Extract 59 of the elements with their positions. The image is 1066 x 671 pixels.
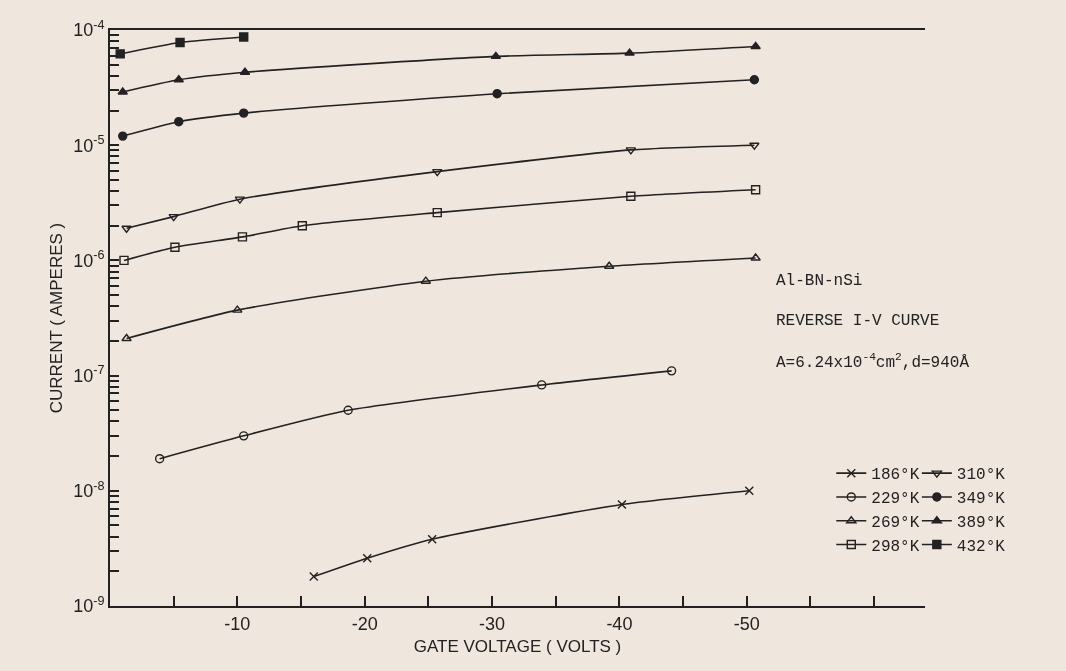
point <box>118 131 128 141</box>
y-tick-label: 10$^{-8}$ <box>73 478 105 502</box>
point <box>749 75 760 85</box>
point <box>232 305 243 313</box>
point <box>174 116 184 127</box>
point <box>750 253 761 261</box>
point <box>121 225 132 233</box>
point <box>626 191 636 202</box>
point <box>362 553 372 563</box>
point <box>297 221 307 231</box>
point <box>427 534 437 544</box>
point <box>121 333 132 342</box>
point <box>432 207 442 218</box>
point <box>744 486 754 496</box>
point <box>237 232 248 242</box>
point <box>749 142 760 150</box>
point <box>750 41 761 50</box>
y-tick-label: 10$^{-7}$ <box>73 363 105 386</box>
point <box>617 499 627 510</box>
x-tick-label: -10 <box>224 613 251 634</box>
legend-label: 298°K <box>871 537 920 556</box>
y-tick-label: 10$^{-6}$ <box>73 248 105 271</box>
point <box>239 431 249 441</box>
y-tick-label: 10$^{-5}$ <box>73 132 105 156</box>
point <box>170 242 180 252</box>
x-tick-label: -40 <box>606 613 633 634</box>
point <box>119 255 129 266</box>
annotation: A=6.24x10$^{-4}$cm$^{2}$,d=940Å <box>776 351 970 372</box>
legend-label: 389°K <box>956 513 1006 532</box>
legend-label: 269°K <box>871 513 920 532</box>
point <box>309 571 319 582</box>
x-tick-label: -30 <box>479 613 506 634</box>
point <box>666 366 677 376</box>
point <box>154 453 165 464</box>
point <box>115 49 125 59</box>
annotation: Al-BN-nSi <box>776 272 863 290</box>
point <box>168 213 179 222</box>
x-tick-label: -20 <box>351 613 378 634</box>
point <box>239 32 249 42</box>
point <box>490 51 502 60</box>
legend-label: 186°K <box>871 466 920 485</box>
x-axis-title: GATE VOLTAGE ( VOLTS ) <box>413 637 622 657</box>
point <box>492 88 502 99</box>
x-tick-label: -50 <box>733 613 760 634</box>
legend-label: 229°K <box>871 490 920 509</box>
y-axis-title: CURRENT ( AMPERES ) <box>47 222 67 414</box>
legend-label: 432°K <box>956 537 1006 556</box>
y-tick-label: 10$^{-9}$ <box>73 593 105 617</box>
point <box>239 108 249 118</box>
point <box>431 168 443 177</box>
legend-label: 310°K <box>956 466 1006 485</box>
point <box>624 48 635 56</box>
point <box>343 405 353 415</box>
legend-label: 349°K <box>956 490 1006 509</box>
y-tick-label: 10$^{-4}$ <box>73 17 105 41</box>
point <box>175 37 185 48</box>
annotation: REVERSE I-V CURVE <box>776 312 940 330</box>
point <box>750 185 761 195</box>
point <box>537 380 547 390</box>
